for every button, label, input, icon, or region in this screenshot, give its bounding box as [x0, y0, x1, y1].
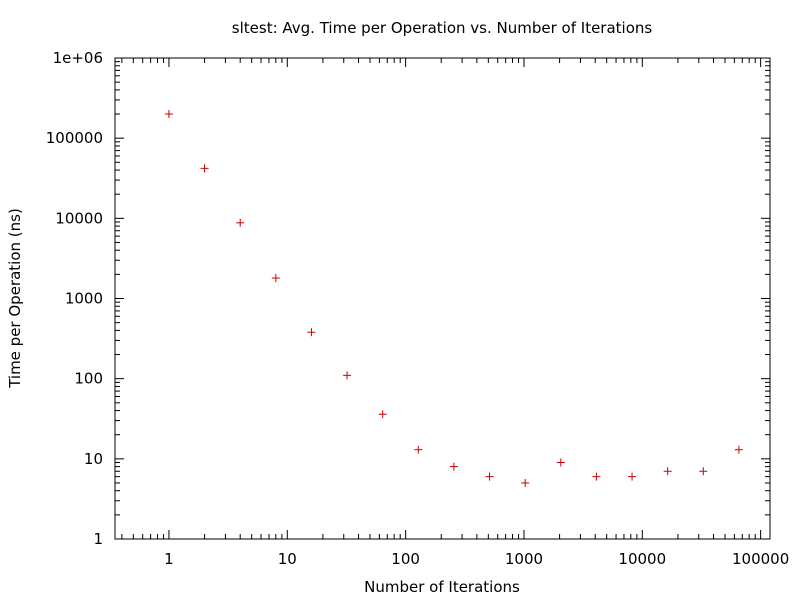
data-point — [378, 410, 387, 419]
y-tick-label: 1000 — [65, 290, 103, 308]
data-point — [556, 458, 565, 467]
data-point — [592, 472, 601, 481]
data-points — [164, 110, 743, 487]
data-point — [628, 472, 637, 481]
plot-frame — [114, 57, 771, 540]
data-point — [699, 467, 708, 476]
x-tick-label: 10000 — [618, 550, 666, 568]
y-tick-label: 10000 — [55, 209, 103, 227]
data-point — [200, 164, 209, 173]
x-tick-label: 1 — [164, 550, 174, 568]
y-tick-label: 1 — [93, 530, 103, 548]
data-point — [343, 371, 352, 380]
data-point — [734, 445, 743, 454]
data-point — [236, 218, 245, 227]
y-tick-label: 1e+06 — [53, 49, 103, 67]
x-tick-label: 10 — [278, 550, 297, 568]
x-tick-label: 1000 — [505, 550, 543, 568]
data-point — [271, 274, 280, 283]
data-point — [449, 462, 458, 471]
x-tick-label: 100 — [391, 550, 420, 568]
data-point — [521, 478, 530, 487]
x-axis-label: Number of Iterations — [364, 578, 520, 596]
data-point — [164, 110, 173, 119]
data-point — [663, 467, 672, 476]
data-point — [485, 472, 494, 481]
y-tick-label: 10 — [84, 450, 103, 468]
y-axis-label: Time per Operation (ns) — [6, 208, 24, 389]
tick-labels: 1 10 100 1000 10000 100000 1 10 100 1000 10000 1000… — [46, 49, 790, 568]
data-point — [414, 445, 423, 454]
y-tick-label: 100 — [74, 370, 103, 388]
data-point — [307, 328, 316, 337]
y-tick-label: 100000 — [46, 129, 103, 147]
x-tick-label: 100000 — [732, 550, 789, 568]
chart-title: sltest: Avg. Time per Operation vs. Numb… — [232, 19, 653, 37]
